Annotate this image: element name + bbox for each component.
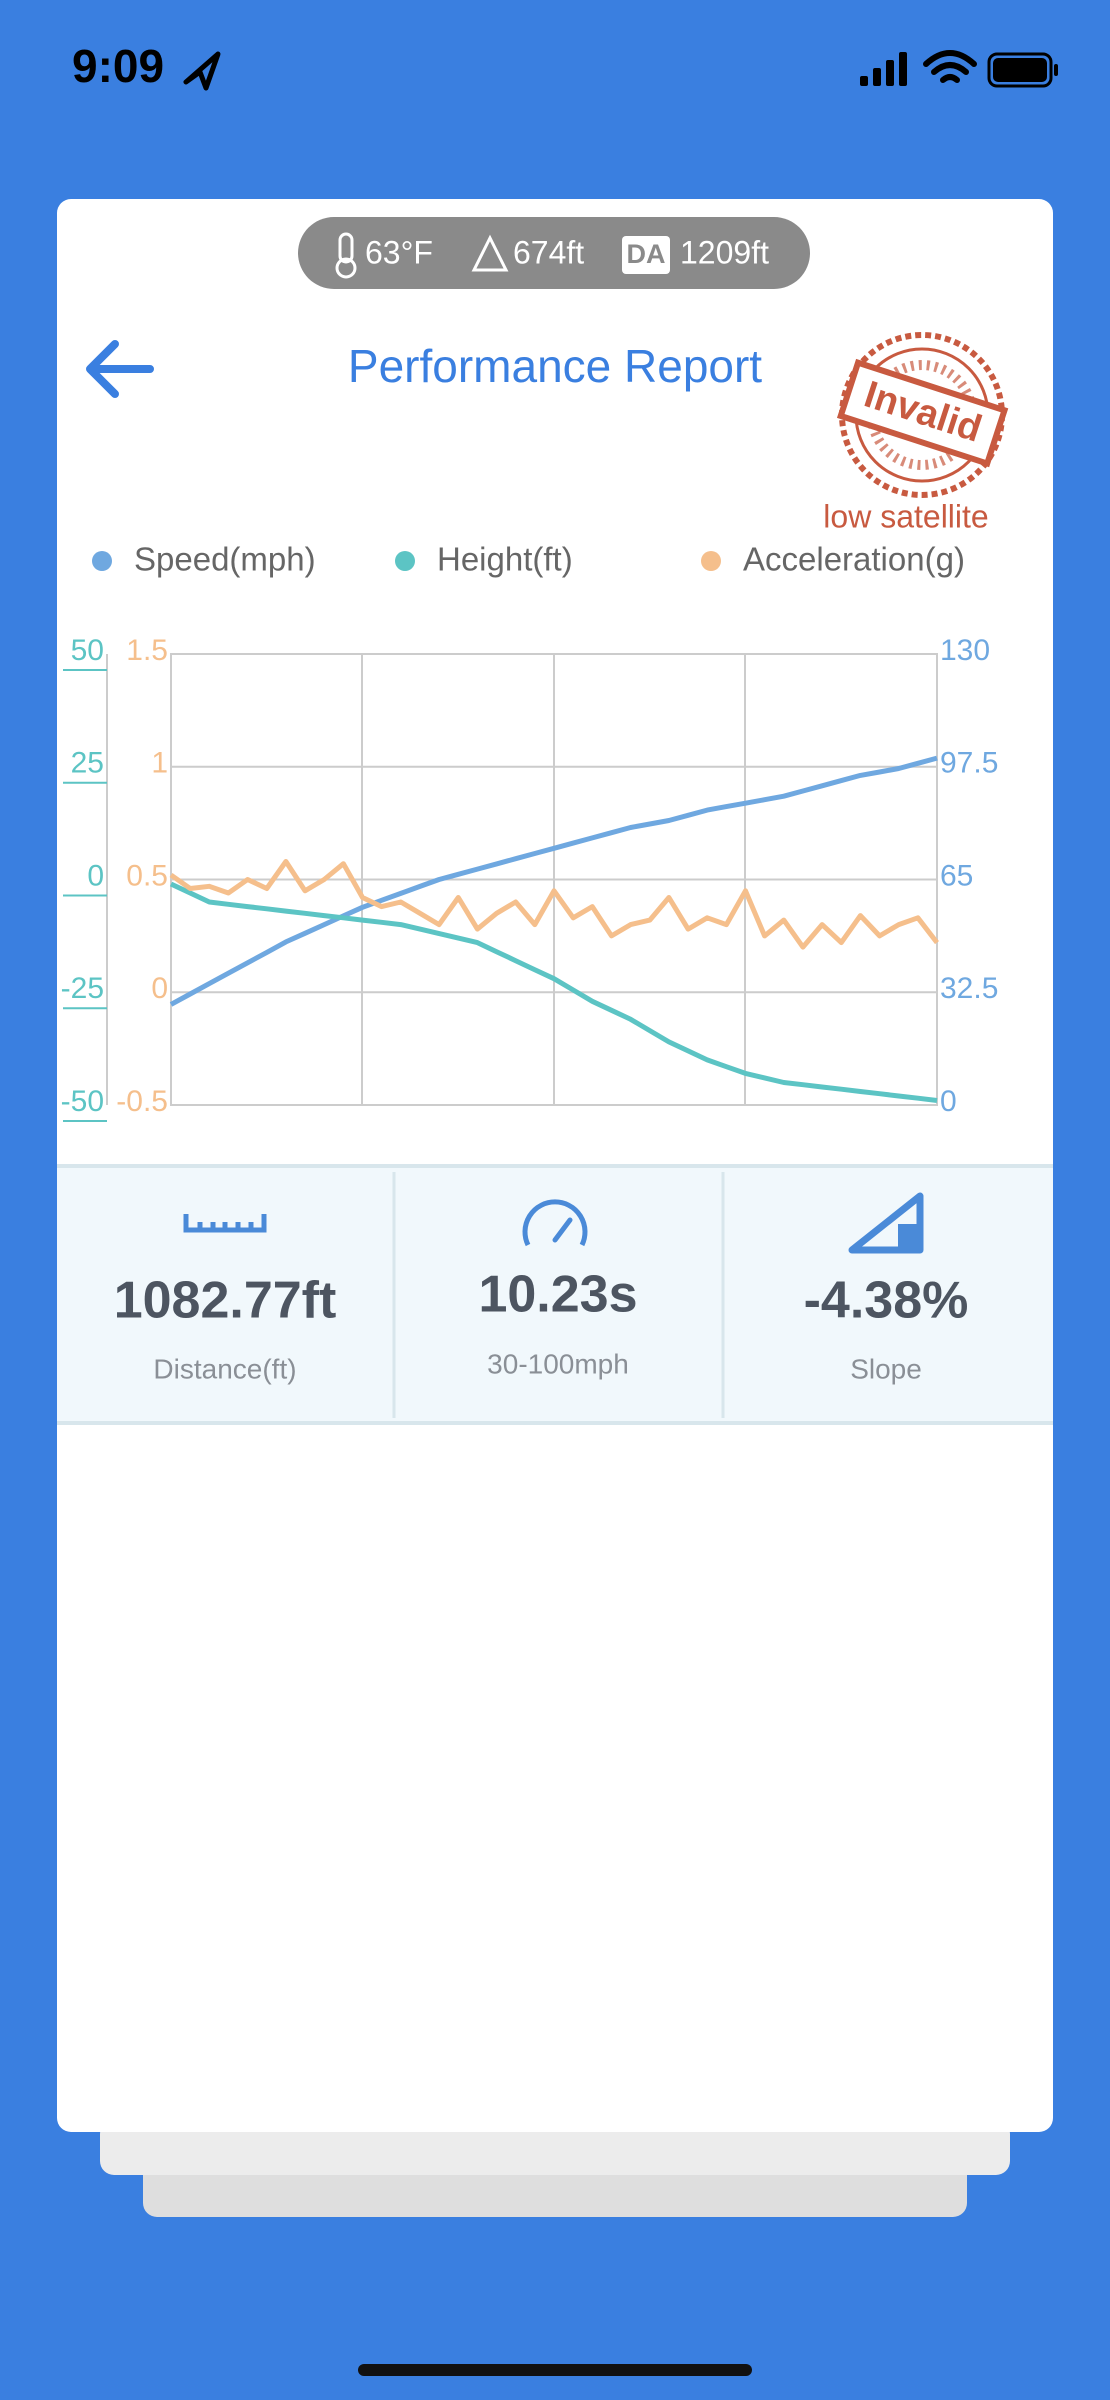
gauge-icon [522, 1199, 588, 1247]
y2-tick-label: 0 [940, 1085, 957, 1118]
stat-value: -4.38% [804, 1272, 969, 1330]
y-tick-label: 0 [87, 859, 104, 892]
elevation: 674ft [513, 234, 584, 270]
y-tick-label: -25 [61, 972, 104, 1005]
y2-tick-label: 130 [940, 634, 990, 667]
back-button[interactable] [86, 340, 154, 398]
series-line [169, 755, 938, 1007]
stat-label: Distance(ft) [153, 1353, 296, 1384]
density-altitude: 1209ft [680, 234, 769, 270]
signal-icon [860, 52, 907, 86]
series-line [169, 859, 939, 950]
y-tick-label: 50 [71, 634, 104, 667]
stamp-note: low satellite [823, 498, 988, 534]
legend-marker [701, 551, 721, 571]
thermometer-icon [335, 232, 357, 279]
da-badge [622, 236, 670, 274]
legend-label: Speed(mph) [134, 541, 316, 578]
stat-label: 30-100mph [487, 1348, 629, 1379]
y-tick-label: 25 [71, 747, 104, 780]
legend-marker [395, 551, 415, 571]
legend-label: Height(ft) [437, 541, 573, 578]
y3-tick-label: 1 [151, 747, 168, 780]
series-line [169, 881, 938, 1103]
y2-tick-label: 32.5 [940, 972, 998, 1005]
back-card [100, 2120, 1010, 2175]
da-badge-text: DA [627, 239, 666, 269]
y2-tick-label: 97.5 [940, 747, 998, 780]
stat-value: 1082.77ft [114, 1272, 337, 1330]
y2-tick-label: 65 [940, 859, 973, 892]
ruler-icon [183, 1214, 267, 1233]
home-indicator [358, 2364, 752, 2376]
wifi-icon [923, 50, 977, 83]
y3-tick-label: 0 [151, 972, 168, 1005]
temperature: 63°F [365, 234, 433, 270]
y-tick-label: -50 [61, 1085, 104, 1118]
stat-label: Slope [850, 1353, 922, 1384]
page-title: Performance Report [348, 340, 762, 392]
legend-label: Acceleration(g) [743, 541, 965, 578]
mountain-icon [471, 234, 509, 272]
y3-tick-label: -0.5 [116, 1085, 168, 1118]
battery-icon [987, 52, 1058, 88]
legend-marker [92, 551, 112, 571]
stat-value: 10.23s [478, 1266, 637, 1324]
location-icon [183, 51, 221, 91]
y3-tick-label: 0.5 [126, 859, 168, 892]
status-time: 9:09 [72, 40, 164, 92]
slope-icon [848, 1192, 924, 1254]
stats-panel [57, 1165, 1053, 1423]
y3-tick-label: 1.5 [126, 634, 168, 667]
conditions-pill [298, 217, 810, 289]
